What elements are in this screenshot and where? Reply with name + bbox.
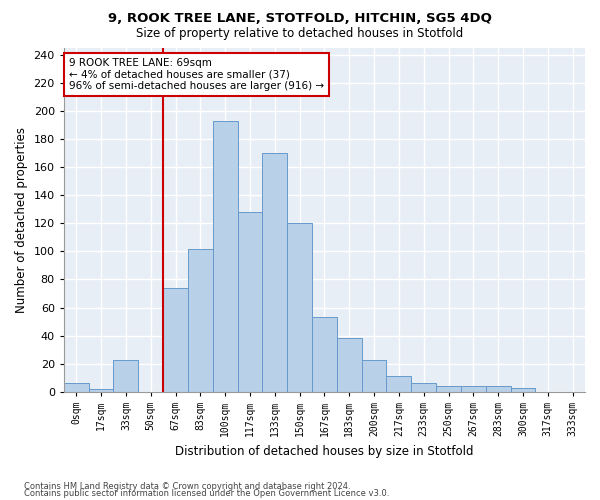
- Bar: [89, 389, 113, 392]
- Bar: [163, 288, 188, 392]
- Bar: [411, 384, 436, 392]
- Text: Contains HM Land Registry data © Crown copyright and database right 2024.: Contains HM Land Registry data © Crown c…: [24, 482, 350, 491]
- Y-axis label: Number of detached properties: Number of detached properties: [15, 126, 28, 312]
- Text: Size of property relative to detached houses in Stotfold: Size of property relative to detached ho…: [136, 28, 464, 40]
- Bar: [113, 360, 138, 392]
- Bar: [262, 153, 287, 392]
- Bar: [461, 386, 486, 392]
- Text: 9, ROOK TREE LANE, STOTFOLD, HITCHIN, SG5 4DQ: 9, ROOK TREE LANE, STOTFOLD, HITCHIN, SG…: [108, 12, 492, 26]
- Text: 9 ROOK TREE LANE: 69sqm
← 4% of detached houses are smaller (37)
96% of semi-det: 9 ROOK TREE LANE: 69sqm ← 4% of detached…: [69, 58, 324, 91]
- Bar: [238, 212, 262, 392]
- Bar: [64, 384, 89, 392]
- Bar: [486, 386, 511, 392]
- Text: Contains public sector information licensed under the Open Government Licence v3: Contains public sector information licen…: [24, 489, 389, 498]
- X-axis label: Distribution of detached houses by size in Stotfold: Distribution of detached houses by size …: [175, 444, 473, 458]
- Bar: [188, 248, 213, 392]
- Bar: [312, 318, 337, 392]
- Bar: [436, 386, 461, 392]
- Bar: [213, 120, 238, 392]
- Bar: [337, 338, 362, 392]
- Bar: [511, 388, 535, 392]
- Bar: [386, 376, 411, 392]
- Bar: [287, 223, 312, 392]
- Bar: [362, 360, 386, 392]
